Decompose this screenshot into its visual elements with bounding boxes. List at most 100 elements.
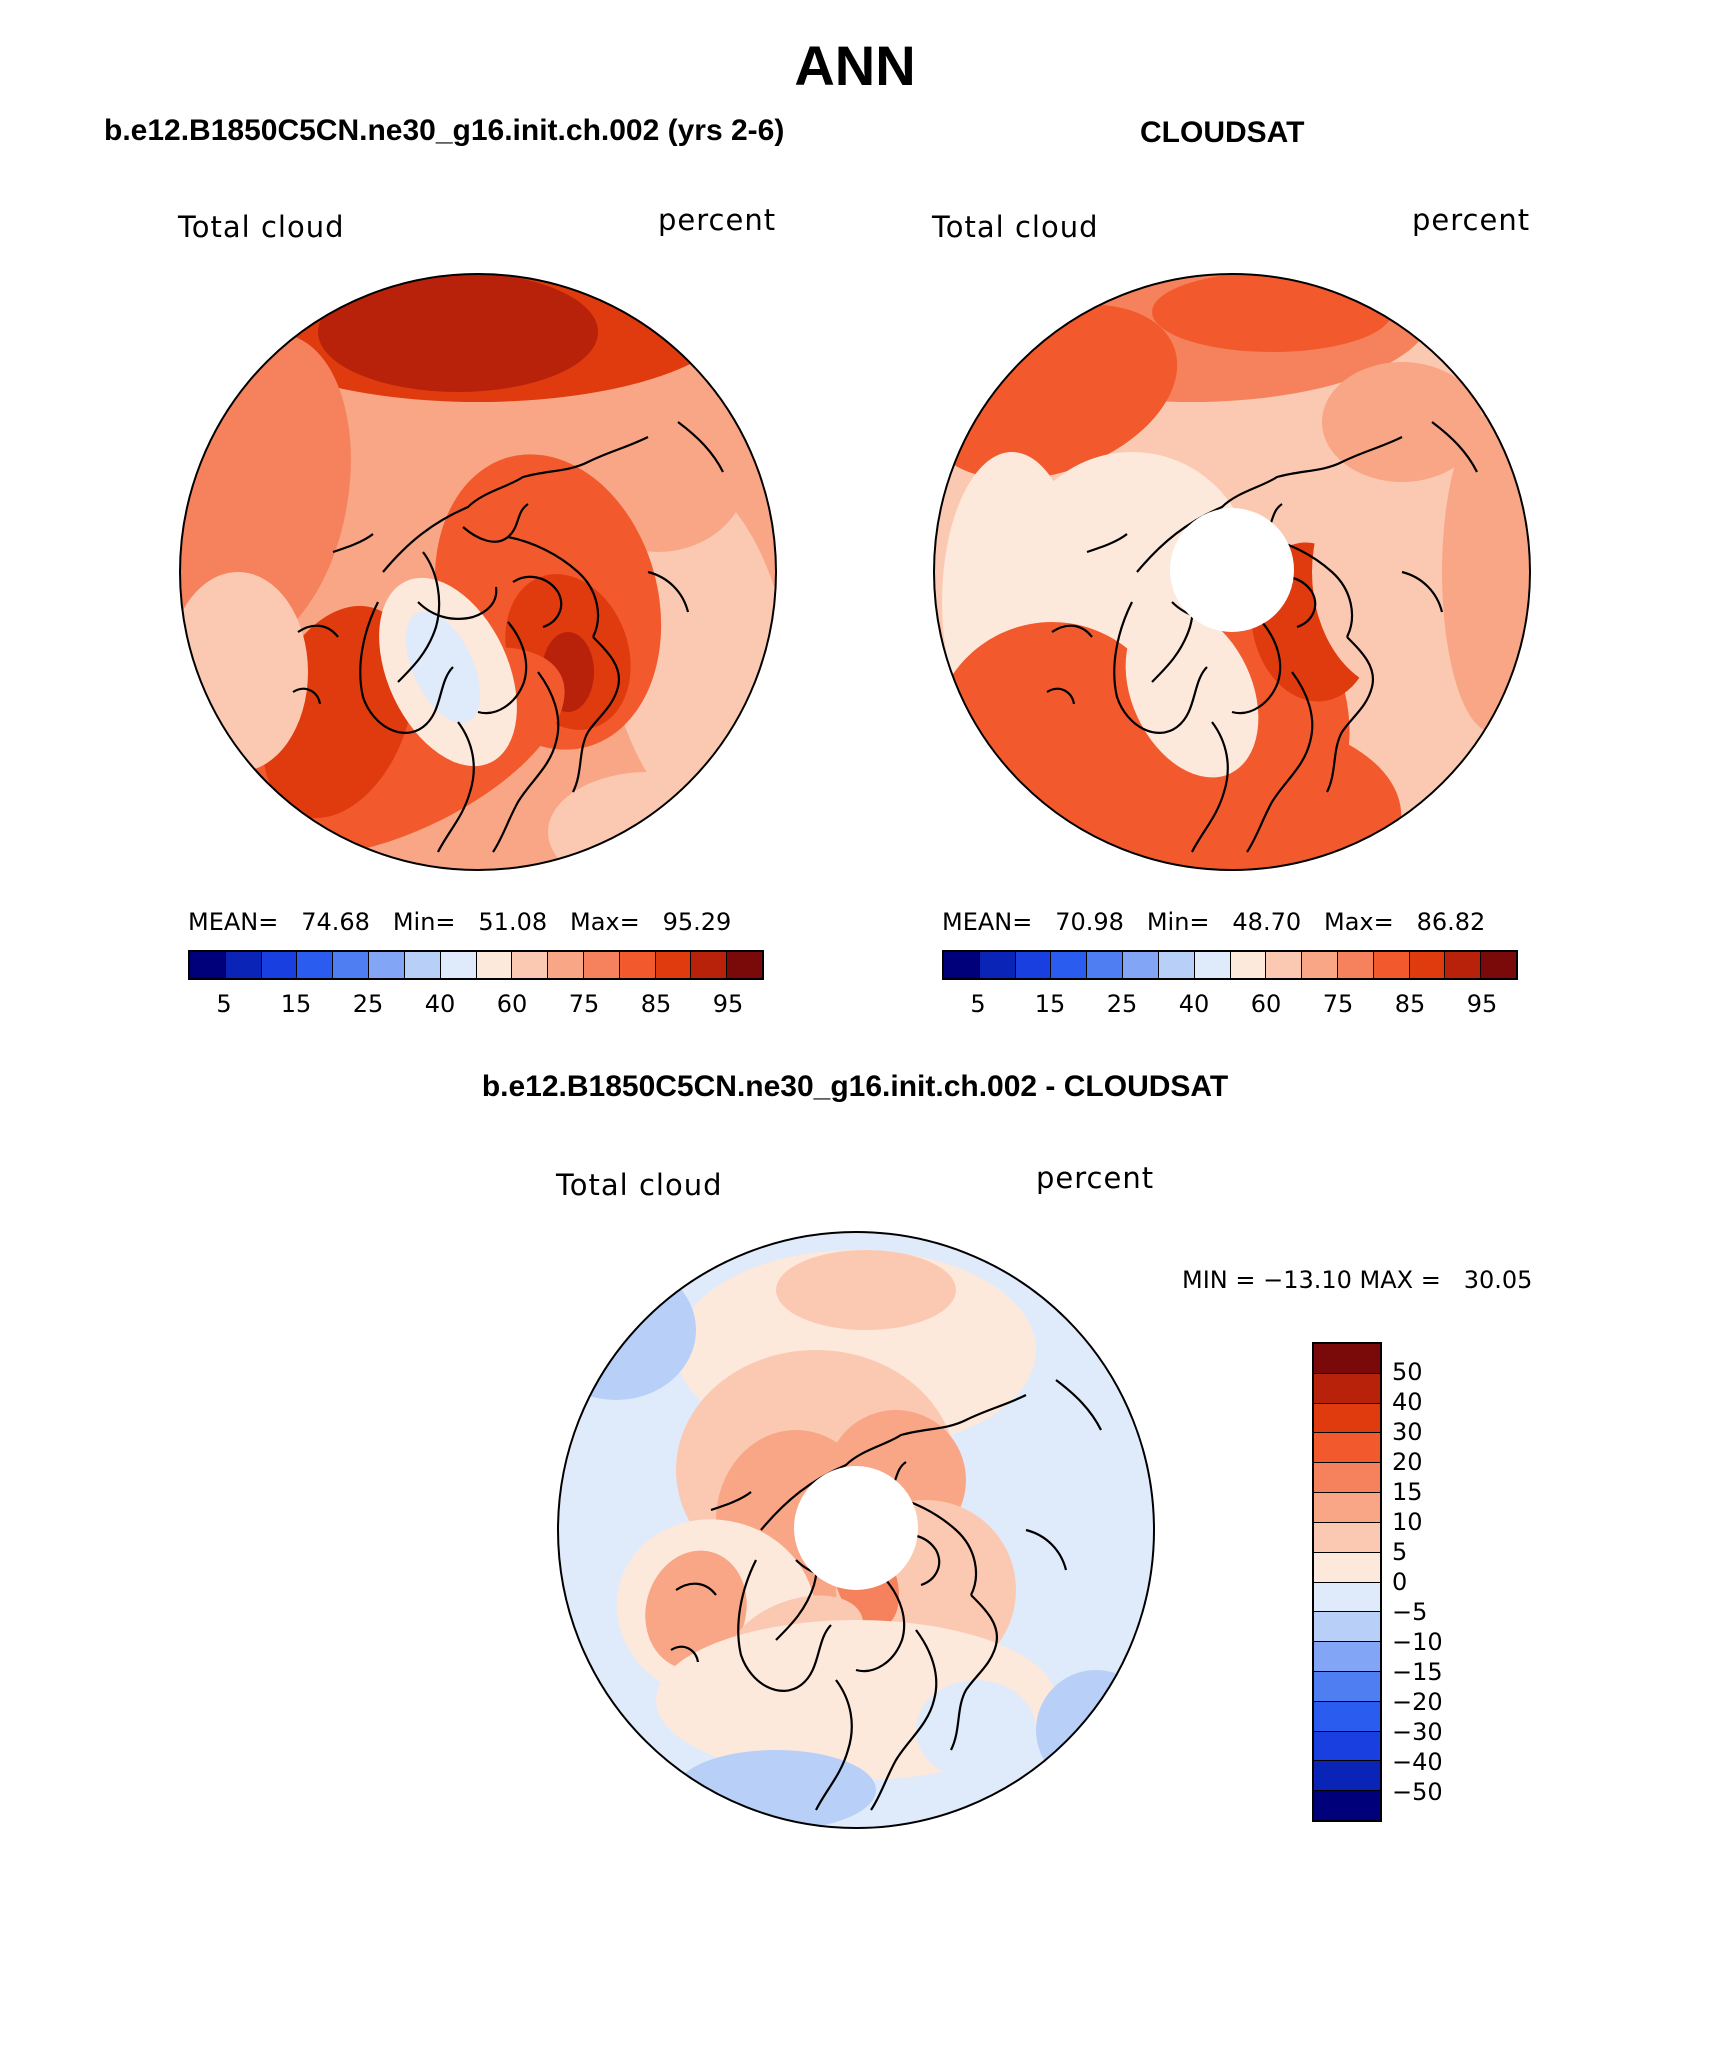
colorbar-cell xyxy=(404,952,441,978)
coastline xyxy=(1051,624,1093,638)
coastline xyxy=(1113,601,1208,734)
coastline xyxy=(437,721,475,853)
colorbar-cell xyxy=(1314,1433,1380,1464)
colorbar-tick-label: 5 xyxy=(216,990,232,1018)
colorbar-cell xyxy=(1445,952,1482,978)
colorbar-tick-label: −10 xyxy=(1392,1628,1443,1656)
colorbar-cell xyxy=(1051,952,1088,978)
colorbar-tick-label: −40 xyxy=(1392,1748,1443,1776)
colorbar-tick-label: 85 xyxy=(640,990,672,1018)
colorbar-tick-label: 10 xyxy=(1392,1508,1423,1536)
coastline xyxy=(710,1491,752,1512)
colorbar-cell xyxy=(190,952,226,978)
colorbar-tick-label: 5 xyxy=(970,990,986,1018)
colorbar-cell xyxy=(1314,1493,1380,1523)
diff-title: b.e12.B1850C5CN.ne30_g16.init.ch.002 - C… xyxy=(481,1070,1229,1103)
colorbar-tick-label: 95 xyxy=(1466,990,1498,1018)
coastline xyxy=(950,1594,999,1751)
colorbar-cell xyxy=(1409,952,1446,978)
colorbar-tick-label: 75 xyxy=(568,990,600,1018)
colorbar-tick-label: 25 xyxy=(352,990,384,1018)
polar-map-obs xyxy=(933,273,1531,871)
colorbar-tick-label: −15 xyxy=(1392,1658,1443,1686)
colorbar-tick-label: 0 xyxy=(1392,1568,1408,1596)
colorbar-tick-label: 25 xyxy=(1106,990,1138,1018)
no-data-region xyxy=(1170,508,1294,632)
colorbar-tick-label: −5 xyxy=(1392,1598,1428,1626)
coastline xyxy=(870,1629,938,1811)
coastline xyxy=(572,636,621,793)
map-field-contour xyxy=(1036,1670,1154,1790)
colorbar-cell xyxy=(1314,1552,1380,1583)
colorbar-tick-label: 5 xyxy=(1392,1538,1408,1566)
colorbar-tick-label: 95 xyxy=(712,990,744,1018)
colorbar-tick-label: −50 xyxy=(1392,1778,1443,1806)
colorbar-tick-label: 85 xyxy=(1394,990,1426,1018)
coastline xyxy=(1025,1528,1068,1571)
colorbar-cell xyxy=(1314,1403,1380,1434)
polar-map-diff xyxy=(557,1231,1155,1829)
colorbar-cell xyxy=(261,952,298,978)
colorbar-tick-label: 60 xyxy=(496,990,528,1018)
variable-label-obs: Total cloud xyxy=(932,210,1099,244)
variable-label-diff: Total cloud xyxy=(556,1168,723,1202)
colorbar-tick-label: −30 xyxy=(1392,1718,1443,1746)
colorbar-cell xyxy=(1314,1582,1380,1613)
colorbar-cell xyxy=(1314,1522,1380,1553)
colorbar-cell xyxy=(1314,1373,1380,1404)
coastline xyxy=(507,535,600,638)
colorbar-tick-label: 20 xyxy=(1392,1448,1423,1476)
coastline xyxy=(1431,421,1478,473)
coastline xyxy=(1191,721,1229,853)
map-field-contour xyxy=(916,1680,1036,1780)
map-field-contour xyxy=(1125,606,1259,778)
colorbar-cell xyxy=(333,952,370,978)
units-label-model: percent xyxy=(658,203,777,237)
colorbar-cell xyxy=(1314,1701,1380,1732)
map-field-contour xyxy=(1442,412,1530,732)
colorbar-cell xyxy=(548,952,584,978)
colorbar-cell xyxy=(369,952,405,978)
colorbar-tick-label: −20 xyxy=(1392,1688,1443,1716)
colorbar-cell xyxy=(979,952,1016,978)
colorbar-cell xyxy=(1314,1642,1380,1672)
coastline xyxy=(382,436,649,573)
colorbar-cell xyxy=(655,952,692,978)
map-field-contour xyxy=(318,274,598,392)
coastline xyxy=(647,570,690,613)
coastline xyxy=(1401,570,1444,613)
colorbar-cell xyxy=(1314,1612,1380,1643)
colorbar-tick-label: 30 xyxy=(1392,1418,1423,1446)
map-boundary xyxy=(557,1231,1155,1829)
coastline xyxy=(359,601,454,734)
colorbar-cell xyxy=(1314,1731,1380,1762)
coastline xyxy=(292,687,322,705)
coastline xyxy=(760,1394,1027,1531)
colorbar-cell xyxy=(297,952,334,978)
variable-label-model: Total cloud xyxy=(178,210,345,244)
colorbar-cell xyxy=(619,952,656,978)
colorbar-tick-label: 75 xyxy=(1322,990,1354,1018)
map-field-contour xyxy=(776,1250,956,1330)
panel-title-model: b.e12.B1850C5CN.ne30_g16.init.ch.002 (yr… xyxy=(104,114,785,147)
coastline xyxy=(1136,436,1403,573)
colorbar-obs xyxy=(942,950,1518,980)
colorbar-cell xyxy=(1314,1344,1380,1374)
stats-model: MEAN= 74.68 Min= 51.08 Max= 95.29 xyxy=(188,908,732,936)
colorbar-tick-label: 50 xyxy=(1392,1358,1423,1386)
map-field-contour xyxy=(645,1550,747,1670)
coastline xyxy=(677,421,724,473)
no-data-region xyxy=(794,1466,918,1590)
coastline xyxy=(492,671,560,853)
colorbar-cell xyxy=(691,952,728,978)
colorbar-cell xyxy=(1314,1463,1380,1494)
coastline xyxy=(670,1645,700,1663)
colorbar-cell xyxy=(1337,952,1374,978)
coastline xyxy=(397,551,441,683)
colorbar-cell xyxy=(727,952,762,978)
map-field-contour xyxy=(1322,362,1482,482)
colorbar-cell xyxy=(1373,952,1410,978)
coastline xyxy=(1046,687,1076,705)
coastline xyxy=(1086,533,1128,554)
colorbar-cell xyxy=(1015,952,1052,978)
